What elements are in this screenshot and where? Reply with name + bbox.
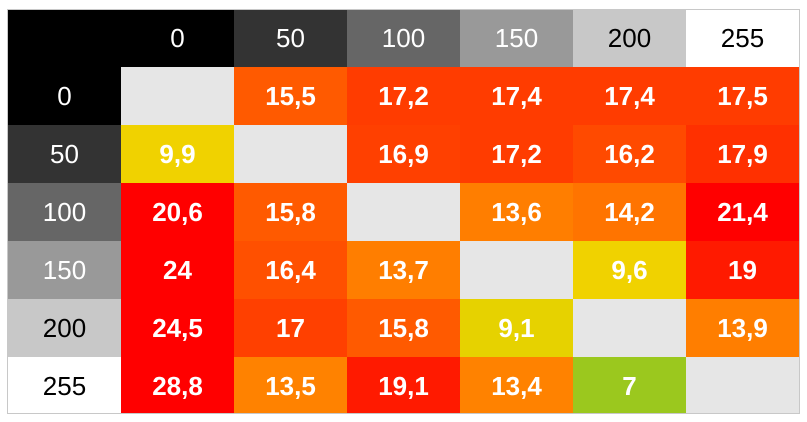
row-header-150: 150 bbox=[8, 241, 121, 299]
heatmap-cell-0-50: 15,5 bbox=[234, 67, 347, 125]
heatmap-cell-200-150: 9,1 bbox=[460, 299, 573, 357]
heatmap-cell-255-150: 13,4 bbox=[460, 357, 573, 413]
heatmap-cell-100-50: 15,8 bbox=[234, 183, 347, 241]
heatmap-cell-0-200: 17,4 bbox=[573, 67, 686, 125]
row-header-255: 255 bbox=[8, 357, 121, 413]
heatmap-cell-50-255: 17,9 bbox=[686, 125, 799, 183]
row-header-200: 200 bbox=[8, 299, 121, 357]
heatmap-cell-0-0 bbox=[121, 67, 234, 125]
heatmap-cell-200-50: 17 bbox=[234, 299, 347, 357]
column-header-100: 100 bbox=[347, 10, 460, 67]
heatmap-cell-50-0: 9,9 bbox=[121, 125, 234, 183]
heatmap-cell-150-0: 24 bbox=[121, 241, 234, 299]
heatmap-cell-50-150: 17,2 bbox=[460, 125, 573, 183]
heatmap-cell-50-200: 16,2 bbox=[573, 125, 686, 183]
row-header-0: 0 bbox=[8, 67, 121, 125]
heatmap-cell-100-200: 14,2 bbox=[573, 183, 686, 241]
column-header-0: 0 bbox=[121, 10, 234, 67]
heatmap-cell-150-150 bbox=[460, 241, 573, 299]
heatmap-cell-100-0: 20,6 bbox=[121, 183, 234, 241]
heatmap-cell-255-50: 13,5 bbox=[234, 357, 347, 413]
heatmap-cell-100-255: 21,4 bbox=[686, 183, 799, 241]
row-header-100: 100 bbox=[8, 183, 121, 241]
heatmap-cell-0-255: 17,5 bbox=[686, 67, 799, 125]
heatmap-cell-150-255: 19 bbox=[686, 241, 799, 299]
heatmap-cell-200-200 bbox=[573, 299, 686, 357]
heatmap-cell-0-100: 17,2 bbox=[347, 67, 460, 125]
heatmap-cell-200-0: 24,5 bbox=[121, 299, 234, 357]
heatmap-cell-100-150: 13,6 bbox=[460, 183, 573, 241]
heatmap-cell-255-200: 7 bbox=[573, 357, 686, 413]
heatmap-cell-255-255 bbox=[686, 357, 799, 413]
heatmap-cell-200-100: 15,8 bbox=[347, 299, 460, 357]
heatmap-cell-255-100: 19,1 bbox=[347, 357, 460, 413]
heatmap-cell-150-200: 9,6 bbox=[573, 241, 686, 299]
column-header-200: 200 bbox=[573, 10, 686, 67]
heatmap-cell-255-0: 28,8 bbox=[121, 357, 234, 413]
heatmap-cell-0-150: 17,4 bbox=[460, 67, 573, 125]
heatmap-cell-50-100: 16,9 bbox=[347, 125, 460, 183]
column-header-150: 150 bbox=[460, 10, 573, 67]
heatmap-cell-100-100 bbox=[347, 183, 460, 241]
heatmap-grid: 0 50 100 150 200 255 0 15,5 17,2 17,4 17,4 17,5 50 9,… bbox=[7, 9, 800, 414]
corner-cell bbox=[8, 10, 121, 67]
heatmap-cell-150-50: 16,4 bbox=[234, 241, 347, 299]
column-header-50: 50 bbox=[234, 10, 347, 67]
column-header-255: 255 bbox=[686, 10, 799, 67]
row-header-50: 50 bbox=[8, 125, 121, 183]
heatmap-cell-200-255: 13,9 bbox=[686, 299, 799, 357]
heatmap-cell-150-100: 13,7 bbox=[347, 241, 460, 299]
heatmap-cell-50-50 bbox=[234, 125, 347, 183]
